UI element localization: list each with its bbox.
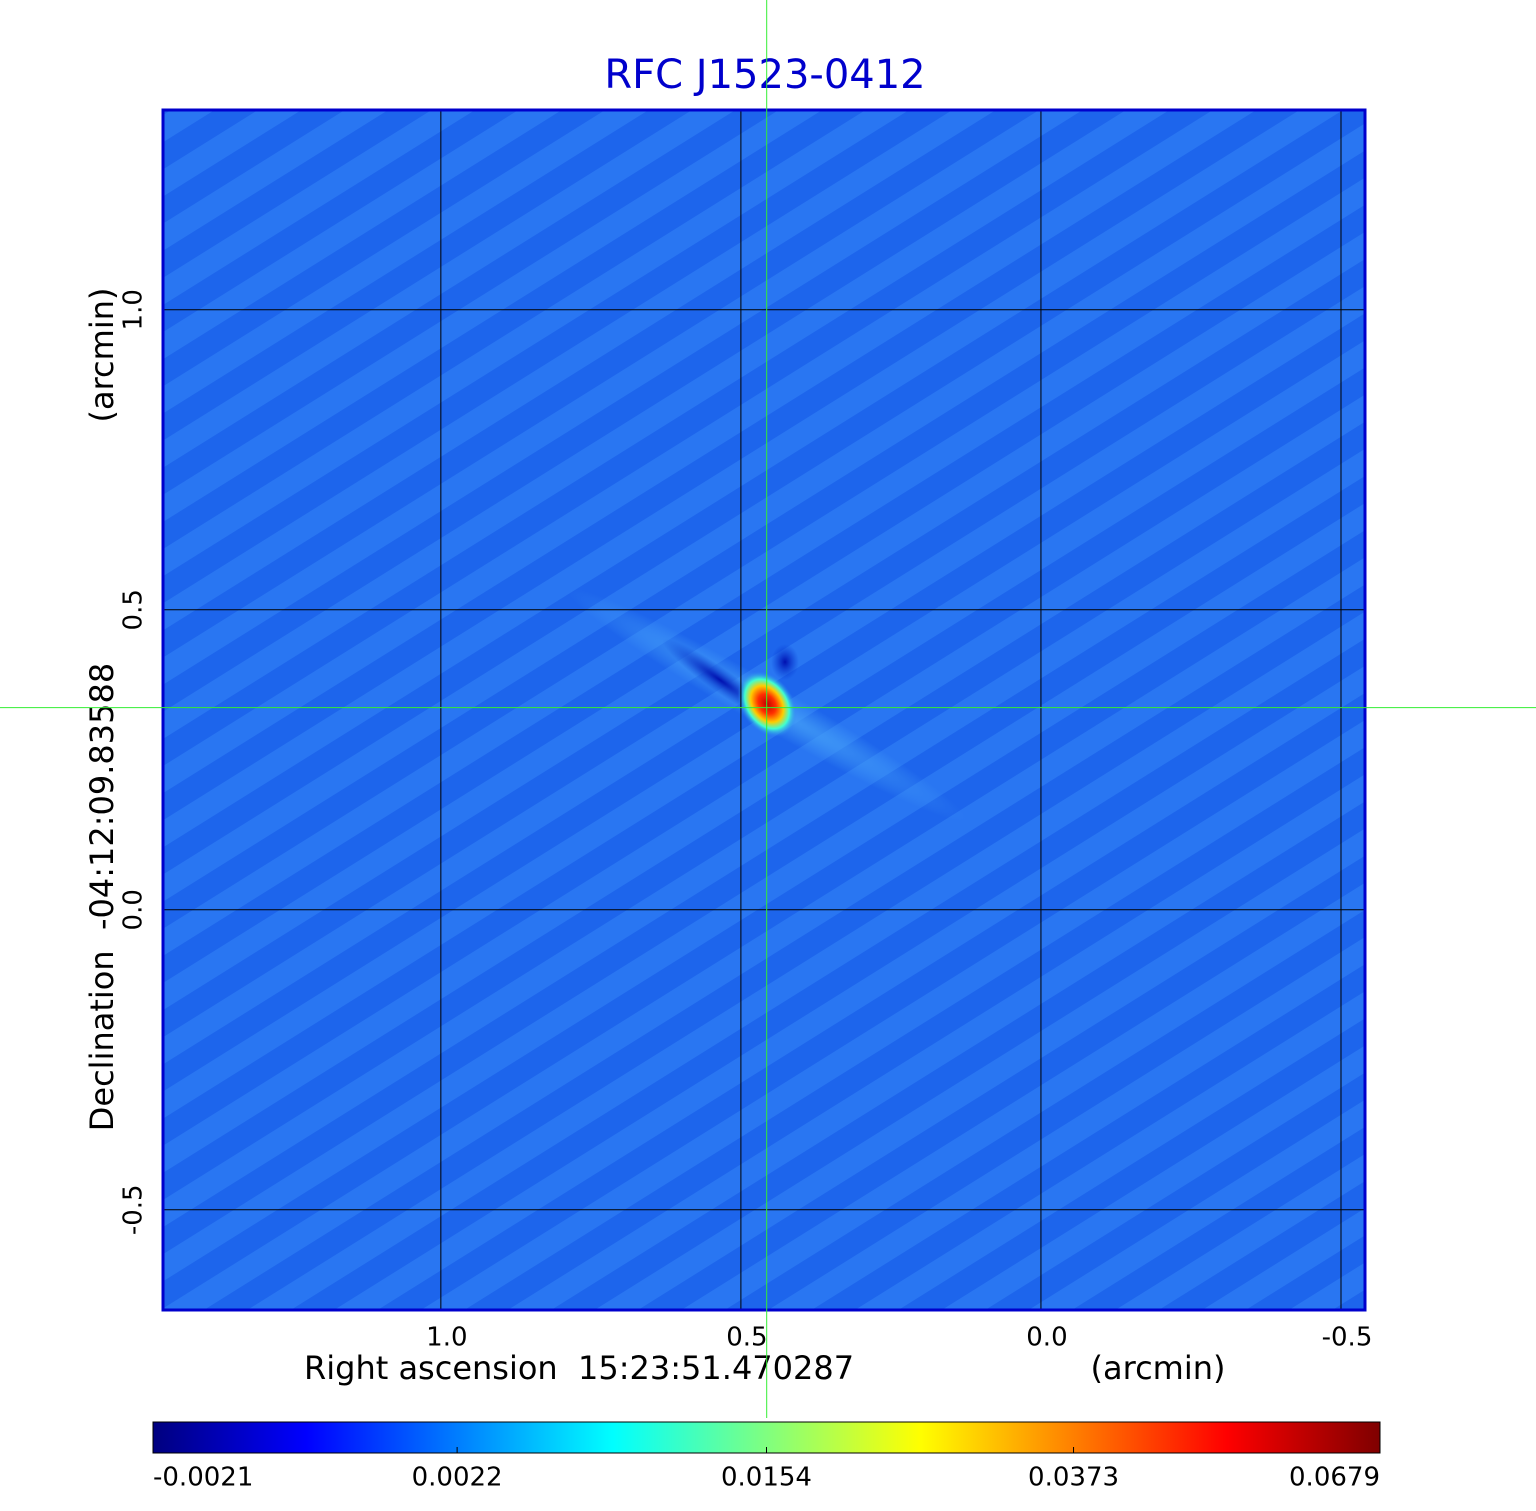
y-axis-label: Declination -04:12:09.83588 bbox=[83, 663, 121, 1131]
colorbar-tick-label: 0.0679 bbox=[1289, 1463, 1380, 1493]
colorbar-tick-label: 0.0373 bbox=[1028, 1463, 1119, 1493]
x-tick-label: 0.5 bbox=[726, 1323, 767, 1353]
image bbox=[163, 110, 1365, 1310]
colorbar-tick-label: 0.0022 bbox=[412, 1463, 503, 1493]
y-tick-label: 0.5 bbox=[119, 589, 149, 630]
y-tick-label: -0.5 bbox=[119, 1184, 149, 1235]
x-tick-label: 1.0 bbox=[426, 1323, 467, 1353]
y-axis-unit: (arcmin) bbox=[83, 288, 121, 423]
colorbar-tick-label: -0.0021 bbox=[153, 1463, 253, 1493]
chart-title: RFC J1523-0412 bbox=[604, 52, 925, 98]
negative-lobe bbox=[771, 644, 799, 680]
x-axis-unit: (arcmin) bbox=[1091, 1349, 1226, 1387]
x-axis-label: Right ascension 15:23:51.470287 bbox=[304, 1349, 854, 1387]
y-tick-label: 0.0 bbox=[119, 889, 149, 930]
colorbar-tick-label: 0.0154 bbox=[721, 1463, 812, 1493]
plot-frame bbox=[161, 108, 1367, 1312]
grid bbox=[163, 110, 1365, 1310]
x-tick-label: -0.5 bbox=[1322, 1323, 1373, 1353]
y-tick-label: 1.0 bbox=[119, 289, 149, 330]
x-tick-label: 0.0 bbox=[1026, 1323, 1067, 1353]
